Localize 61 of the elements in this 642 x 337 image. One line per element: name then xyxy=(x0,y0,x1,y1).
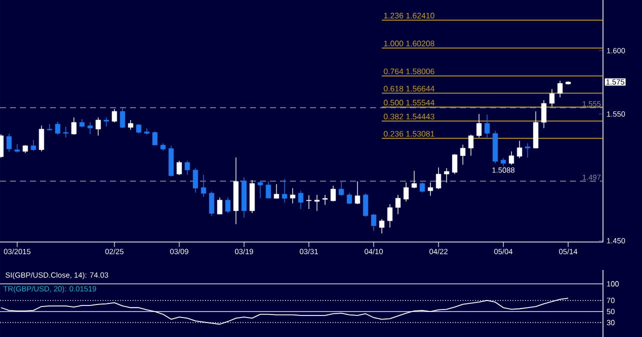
candlestick xyxy=(176,160,182,176)
ref-line-label: 0.382 1.54443 xyxy=(384,114,434,120)
candlestick xyxy=(184,160,190,176)
candlestick xyxy=(452,154,458,174)
candlestick xyxy=(354,181,360,204)
candlestick xyxy=(549,88,555,108)
ref-line-label: 1.236 1.62410 xyxy=(384,12,434,18)
candlestick xyxy=(225,197,230,214)
candlestick xyxy=(363,193,368,218)
candlestick xyxy=(120,108,126,128)
candlestick xyxy=(290,188,296,204)
candlestick xyxy=(468,134,474,156)
candlestick xyxy=(192,168,198,193)
candlestick xyxy=(460,144,466,166)
candlestick xyxy=(371,214,376,232)
ref-line-label: 0.500 1.55544 xyxy=(384,100,434,106)
candlestick xyxy=(508,151,514,166)
candlestick xyxy=(314,194,320,212)
candlestick xyxy=(330,185,336,202)
candlestick xyxy=(112,108,117,123)
candlestick xyxy=(395,194,401,214)
candlestick xyxy=(258,180,263,198)
candlestick xyxy=(55,121,60,136)
candlestick xyxy=(420,182,425,193)
candlestick xyxy=(322,194,328,206)
candlestick xyxy=(298,190,304,210)
candlestick xyxy=(476,114,482,138)
candlestick xyxy=(209,191,214,216)
candlestick xyxy=(484,114,490,140)
candlestick xyxy=(282,178,288,203)
candlestick xyxy=(96,117,101,136)
candlestick xyxy=(274,184,280,199)
candlestick xyxy=(30,140,36,152)
candlestick xyxy=(541,100,546,128)
candlestick xyxy=(306,194,312,210)
ref-line-label: 0.618 1.56644 xyxy=(384,86,434,92)
candlestick xyxy=(525,143,530,158)
candlestick xyxy=(387,204,392,228)
candlestick xyxy=(338,180,344,196)
candlestick xyxy=(6,133,12,152)
candlestick xyxy=(444,168,450,183)
candlestick xyxy=(128,120,134,130)
candlestick xyxy=(412,170,417,188)
candlestick xyxy=(217,197,222,214)
candlestick xyxy=(200,174,206,198)
candlestick xyxy=(379,218,384,234)
candlestick xyxy=(516,140,522,158)
candlestick xyxy=(71,117,76,136)
ref-line-label: 0.236 1.53081 xyxy=(384,130,434,137)
candlestick xyxy=(152,131,158,146)
candlestick xyxy=(63,126,68,138)
candlestick xyxy=(557,80,563,98)
candlestick xyxy=(428,182,433,196)
candlestick xyxy=(266,181,271,199)
candlestick xyxy=(404,182,409,202)
candlestick xyxy=(436,167,442,190)
candlestick xyxy=(88,122,93,134)
candlestick xyxy=(136,124,142,134)
ref-line-label: 0.764 1.58006 xyxy=(384,68,434,74)
candlestick xyxy=(38,125,44,152)
ref-line-label: 1.000 1.60208 xyxy=(384,40,434,46)
